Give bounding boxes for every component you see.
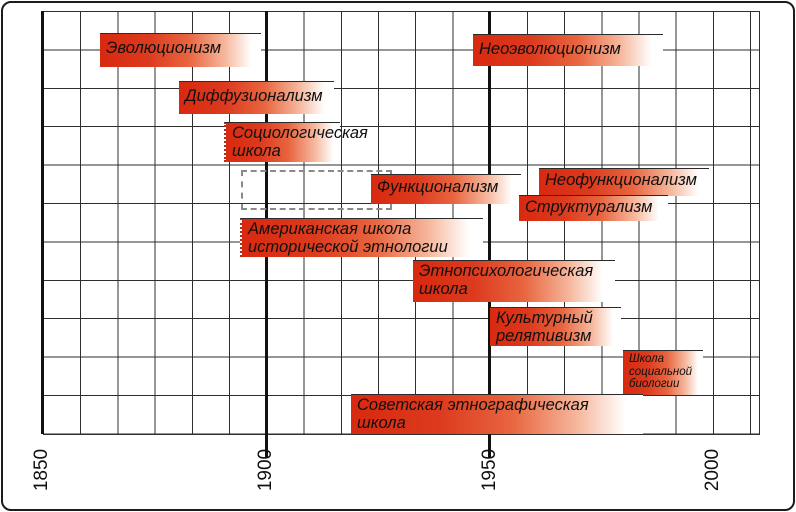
- dashed-outline-box: [241, 170, 392, 210]
- axis-line-1850: [41, 11, 44, 434]
- bar-label: Культурный релятивизм: [496, 309, 593, 345]
- bar-label: Эволюционизм: [106, 39, 222, 57]
- bar-label: Структурализм: [525, 198, 653, 216]
- bar-ethnopsychological-school: Этнопсихологическая школа: [413, 260, 615, 302]
- bar-soviet-ethnographic-school: Советская этнографическая школа: [351, 394, 643, 434]
- bar-label: Неоэволюционизм: [479, 40, 621, 58]
- bar-structuralism: Структурализм: [519, 195, 668, 221]
- bar-label: Социологическая школа: [232, 124, 368, 160]
- bar-cultural-relativism: Культурный релятивизм: [490, 307, 621, 346]
- bar-label: Неофункционализм: [545, 171, 697, 189]
- bar-evolutionism: Эволюционизм: [100, 33, 261, 67]
- bar-social-biology-school: Школа социальной биологии: [623, 350, 703, 395]
- bar-label: Функционализм: [377, 178, 499, 196]
- bar-label: Школа социальной биологии: [629, 353, 693, 391]
- tick-label-1900: 1900: [255, 448, 276, 492]
- tick-label-1950: 1950: [479, 448, 500, 492]
- axis-line-1950: [488, 11, 491, 458]
- bar-sociological-school: Социологическая школа: [224, 122, 368, 162]
- tick-label-1850: 1850: [31, 448, 52, 492]
- bar-diffusionism: Диффузионализм: [179, 81, 334, 114]
- bar-label: Советская этнографическая школа: [357, 396, 589, 432]
- tick-label-2000: 2000: [702, 448, 723, 492]
- bar-label: Американская школа исторической этнологи…: [248, 220, 448, 256]
- bar-label: Диффузионализм: [185, 87, 323, 105]
- bar-neoevolutionism: Неоэволюционизм: [473, 34, 663, 66]
- bar-label: Этнопсихологическая школа: [419, 262, 594, 298]
- bar-american-historical-school: Американская школа исторической этнологи…: [240, 218, 483, 257]
- bar-functionalism: Функционализм: [371, 174, 521, 204]
- bar-neofunctionalism: Неофункционализм: [539, 168, 709, 196]
